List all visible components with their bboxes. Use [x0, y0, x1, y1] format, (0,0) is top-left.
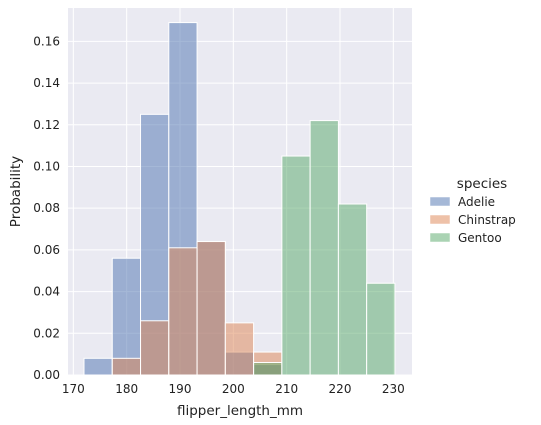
- y-axis-label: Probability: [8, 156, 24, 227]
- y-tick-label: 0.00: [33, 368, 60, 382]
- bar-gentoo: [253, 361, 283, 376]
- y-tick-label: 0.04: [33, 285, 60, 299]
- y-tick-label: 0.14: [33, 76, 60, 90]
- legend-title: species: [457, 176, 507, 192]
- y-tick-label: 0.10: [33, 159, 60, 173]
- bar-gentoo: [281, 155, 311, 376]
- y-tick-label: 0.16: [33, 34, 60, 48]
- y-tick-label: 0.12: [33, 118, 60, 132]
- bar-chinstrap: [168, 247, 198, 376]
- legend-label-chinstrap: Chinstrap: [458, 213, 516, 227]
- x-axis-label: flipper_length_mm: [177, 403, 303, 419]
- y-tick-label: 0.08: [33, 201, 60, 215]
- legend: species Adelie Chinstrap Gentoo: [429, 176, 516, 245]
- x-tick-label: 180: [115, 382, 138, 396]
- x-tick-label: 220: [329, 382, 352, 396]
- y-tick-label: 0.02: [33, 326, 60, 340]
- legend-label-gentoo: Gentoo: [458, 231, 502, 245]
- x-tick-labels: 170 180 190 200 210 220 230: [62, 382, 405, 396]
- legend-swatch-adelie: [429, 196, 451, 207]
- bar-chinstrap: [140, 320, 170, 376]
- legend-swatch-gentoo: [429, 232, 451, 243]
- bar-chinstrap: [196, 241, 226, 376]
- bar-adelie: [111, 257, 142, 376]
- x-tick-label: 210: [275, 382, 298, 396]
- bars: [83, 22, 396, 376]
- bar-chinstrap: [111, 357, 142, 376]
- bar-gentoo: [309, 120, 339, 376]
- bar-chinstrap: [224, 322, 255, 376]
- bar-adelie: [83, 357, 113, 376]
- x-tick-label: 170: [62, 382, 85, 396]
- legend-swatch-chinstrap: [429, 214, 451, 225]
- x-tick-label: 230: [382, 382, 405, 396]
- y-tick-labels: 0.00 0.02 0.04 0.06 0.08 0.10 0.12 0.14 0.16: [33, 34, 60, 382]
- bar-gentoo: [366, 282, 396, 376]
- x-tick-label: 190: [169, 382, 192, 396]
- y-tick-label: 0.06: [33, 243, 60, 257]
- legend-label-adelie: Adelie: [458, 195, 495, 209]
- x-tick-label: 200: [222, 382, 245, 396]
- bar-gentoo: [337, 203, 368, 376]
